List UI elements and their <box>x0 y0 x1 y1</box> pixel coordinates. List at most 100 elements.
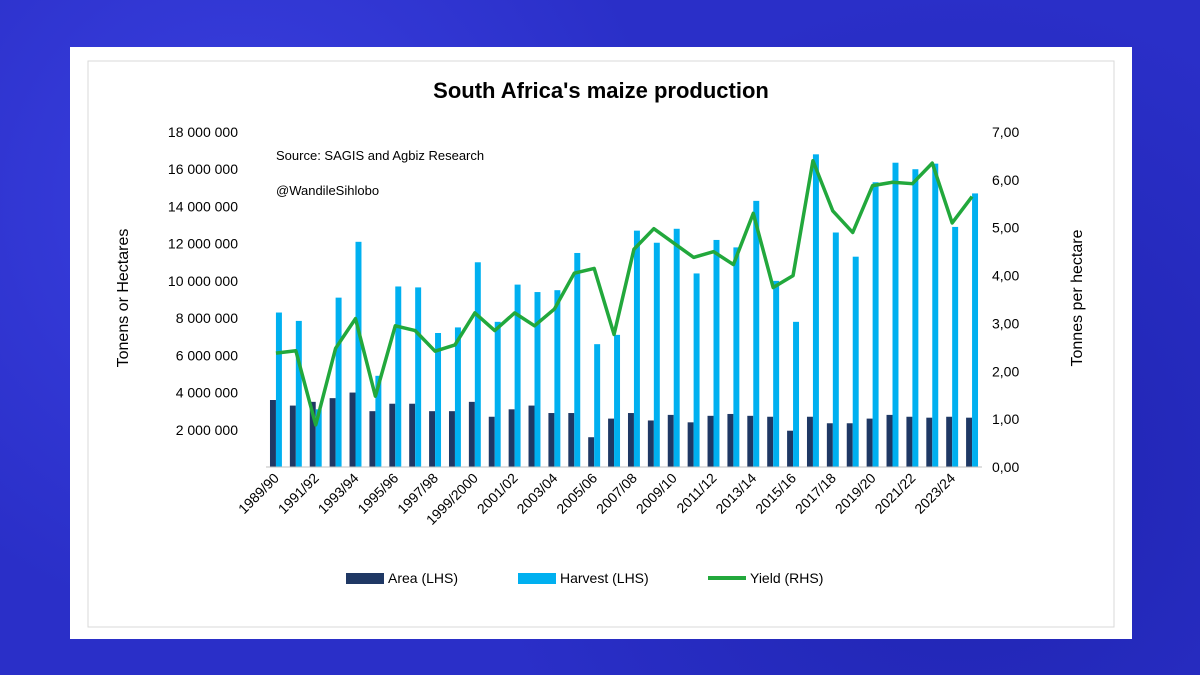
bar-harvest <box>474 262 481 467</box>
source-note: Source: SAGIS and Agbiz Research <box>276 148 484 163</box>
left-tick-label: 2 000 000 <box>176 422 238 438</box>
legend-harvest-label: Harvest (LHS) <box>560 570 649 586</box>
x-tick-label: 1995/96 <box>354 470 401 517</box>
legend: Area (LHS) Harvest (LHS) Yield (RHS) <box>346 570 823 586</box>
bar-area <box>627 413 634 467</box>
bar-area <box>647 420 654 467</box>
bar-harvest <box>395 286 402 467</box>
left-tick-label: 10 000 000 <box>168 273 238 289</box>
bar-area <box>468 401 475 467</box>
bar-harvest <box>773 280 780 467</box>
bar-area <box>687 422 694 467</box>
bar-harvest <box>912 169 919 467</box>
bar-area <box>747 415 754 467</box>
bar-area <box>806 416 813 467</box>
x-tick-label: 1989/90 <box>235 470 282 517</box>
left-tick-label: 14 000 000 <box>168 198 238 214</box>
right-tick-label: 6,00 <box>992 172 1019 188</box>
bar-area <box>309 401 316 467</box>
bar-harvest <box>733 247 740 467</box>
bar-harvest <box>812 154 819 467</box>
left-tick-label: 6 000 000 <box>176 347 238 363</box>
x-tick-label: 1991/92 <box>275 470 322 517</box>
x-tick-label: 1993/94 <box>315 470 362 517</box>
bar-area <box>826 423 833 467</box>
bar-harvest <box>932 163 939 467</box>
legend-area-swatch <box>346 573 384 584</box>
bar-harvest <box>514 284 521 467</box>
y-axis-right-label: Tonnes per hectare <box>1069 229 1086 366</box>
bar-area <box>608 418 615 467</box>
left-tick-label: 4 000 000 <box>176 385 238 401</box>
x-tick-label: 2009/10 <box>633 470 680 517</box>
x-tick-label: 2003/04 <box>513 470 560 517</box>
bar-harvest <box>832 232 839 467</box>
left-tick-label: 12 000 000 <box>168 236 238 252</box>
bar-area <box>429 411 436 467</box>
x-tick-label: 2005/06 <box>553 470 600 517</box>
bar-harvest <box>653 242 660 467</box>
bar-area <box>409 403 416 467</box>
bar-harvest <box>534 292 541 467</box>
bar-harvest <box>494 321 501 467</box>
bar-area <box>508 409 515 467</box>
bar-harvest <box>594 344 601 467</box>
bar-harvest <box>554 290 561 467</box>
bar-area <box>389 403 396 467</box>
bar-harvest <box>295 320 302 467</box>
bar-area <box>488 416 495 467</box>
right-tick-label: 2,00 <box>992 363 1019 379</box>
bar-harvest <box>892 162 899 467</box>
bar-area <box>568 413 575 467</box>
bar-harvest <box>355 241 362 467</box>
left-tick-labels: 2 000 000 4 000 000 6 000 000 8 000 000 10 0… <box>168 124 238 438</box>
bar-harvest <box>614 334 621 467</box>
x-tick-label: 2021/22 <box>871 470 918 517</box>
bar-area <box>528 405 535 467</box>
left-tick-label: 8 000 000 <box>176 310 238 326</box>
legend-harvest-swatch <box>518 573 556 584</box>
legend-area-label: Area (LHS) <box>388 570 458 586</box>
bar-area <box>906 416 913 467</box>
chart-area-border <box>87 60 1115 628</box>
yield-line-group <box>275 158 974 427</box>
bar-area <box>767 416 774 467</box>
x-tick-label: 2023/24 <box>911 470 958 517</box>
x-tick-label: 2013/14 <box>712 470 759 517</box>
chart-svg: South Africa's maize production Source: … <box>87 60 1115 628</box>
x-tick-label: 2011/12 <box>673 470 720 517</box>
legend-yield-label: Yield (RHS) <box>750 570 823 586</box>
bar-harvest <box>415 287 422 467</box>
right-tick-label: 3,00 <box>992 315 1019 331</box>
bar-area <box>946 416 953 467</box>
bar-area <box>667 414 674 467</box>
x-tick-label: 2019/20 <box>832 470 879 517</box>
x-tick-label: 2001/02 <box>474 470 521 517</box>
bar-area <box>727 413 734 467</box>
bar-area <box>966 417 973 467</box>
bar-harvest <box>673 228 680 467</box>
left-tick-label: 18 000 000 <box>168 124 238 140</box>
bar-area <box>886 414 893 467</box>
bar-area <box>369 411 376 467</box>
bar-harvest <box>693 273 700 467</box>
bar-harvest <box>335 297 342 467</box>
bar-area <box>548 413 555 467</box>
x-tick-label: 2015/16 <box>752 470 799 517</box>
x-tick-label: 2017/18 <box>792 470 839 517</box>
bar-harvest <box>454 327 461 467</box>
bar-area <box>926 417 933 467</box>
bar-harvest <box>952 226 959 467</box>
bar-harvest <box>852 256 859 467</box>
x-tick-labels: 1989/901991/921993/941995/961997/981999/… <box>235 470 958 528</box>
bar-harvest <box>972 193 979 468</box>
chart-card: South Africa's maize production Source: … <box>70 47 1132 639</box>
right-tick-label: 7,00 <box>992 124 1019 140</box>
bar-harvest <box>872 182 879 467</box>
bar-harvest <box>315 409 322 467</box>
right-tick-label: 4,00 <box>992 268 1019 284</box>
bar-harvest <box>375 375 382 467</box>
bar-harvest <box>793 321 800 467</box>
chart-title: South Africa's maize production <box>433 78 769 103</box>
y-axis-left-label: Tonens or Hectares <box>115 229 132 368</box>
